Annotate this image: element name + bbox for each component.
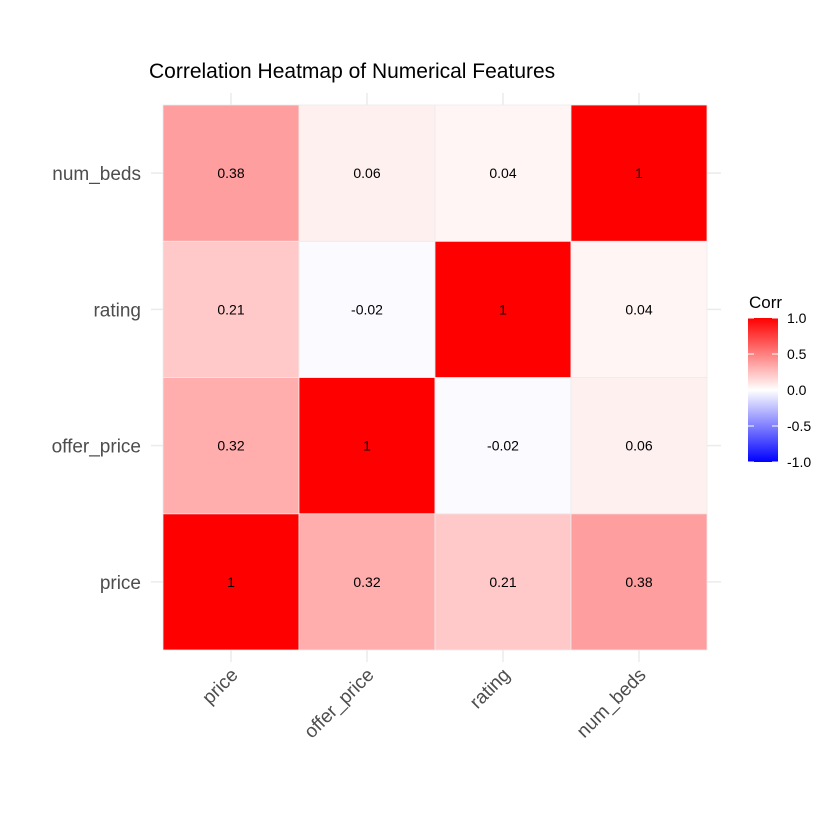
x-tick-label: num_beds (573, 665, 651, 743)
cell-value-label: 0.21 (489, 574, 516, 590)
cell-value-label: 0.38 (625, 574, 652, 590)
y-tick-label: num_beds (52, 164, 141, 185)
cell-value-label: 1 (363, 438, 371, 454)
heatmap-cell (434, 513, 572, 651)
cell-value-label: 0.06 (625, 438, 652, 454)
cell-value-label: -0.02 (487, 438, 519, 454)
heatmap-cell (298, 377, 436, 515)
cell-value-label: 1 (635, 165, 643, 181)
legend-ticks: 1.0 0.5 0.0 -0.5 -1.0 (748, 310, 811, 470)
cell-value-label: 0.32 (353, 574, 380, 590)
color-legend: Corr 1.0 0.5 0.0 -0.5 -1.0 (748, 293, 811, 470)
legend-tick-label: 0.5 (787, 346, 807, 362)
heatmap-cell (162, 513, 300, 651)
heatmap-cell (434, 104, 572, 242)
cell-value-label: 0.32 (217, 438, 244, 454)
cell-value-label: -0.02 (351, 301, 383, 317)
x-tick-label: price (199, 665, 243, 709)
heatmap-cells (162, 104, 708, 651)
x-tick-label: offer_price (300, 665, 378, 743)
heatmap-cell (298, 104, 436, 242)
cell-value-label: 0.38 (217, 165, 244, 181)
heatmap-cell (162, 240, 300, 378)
y-tick-label: price (100, 573, 141, 594)
chart-title: Correlation Heatmap of Numerical Feature… (149, 60, 555, 83)
cell-value-label: 1 (499, 301, 507, 317)
heatmap-cell (434, 240, 572, 378)
heatmap-cell (162, 104, 300, 242)
heatmap-cell (298, 513, 436, 651)
heatmap-cell (570, 377, 708, 515)
heatmap-cell (570, 513, 708, 651)
y-axis-tick-labels: price offer_price rating num_beds (52, 164, 141, 594)
cell-value-label: 0.04 (625, 301, 652, 317)
cell-value-labels: 1 0.32 0.21 0.38 0.32 1 -0.02 0.06 0.21 -0.02 1 0.0… (217, 165, 652, 590)
x-axis-tick-labels: price offer_price rating num_beds (199, 665, 651, 743)
cell-value-label: 0.21 (217, 301, 244, 317)
heatmap-cell (570, 240, 708, 378)
legend-tick-label: 0.0 (787, 382, 807, 398)
legend-title: Corr (749, 293, 782, 312)
legend-tick-label: -0.5 (787, 418, 811, 434)
cell-value-label: 0.04 (489, 165, 516, 181)
heatmap-cell (570, 104, 708, 242)
legend-tick-label: -1.0 (787, 454, 811, 470)
y-tick-label: rating (93, 300, 141, 321)
legend-tick-label: 1.0 (787, 310, 807, 326)
y-tick-label: offer_price (52, 437, 141, 458)
cell-value-label: 0.06 (353, 165, 380, 181)
cell-value-label: 1 (227, 574, 235, 590)
x-tick-label: rating (466, 665, 514, 713)
